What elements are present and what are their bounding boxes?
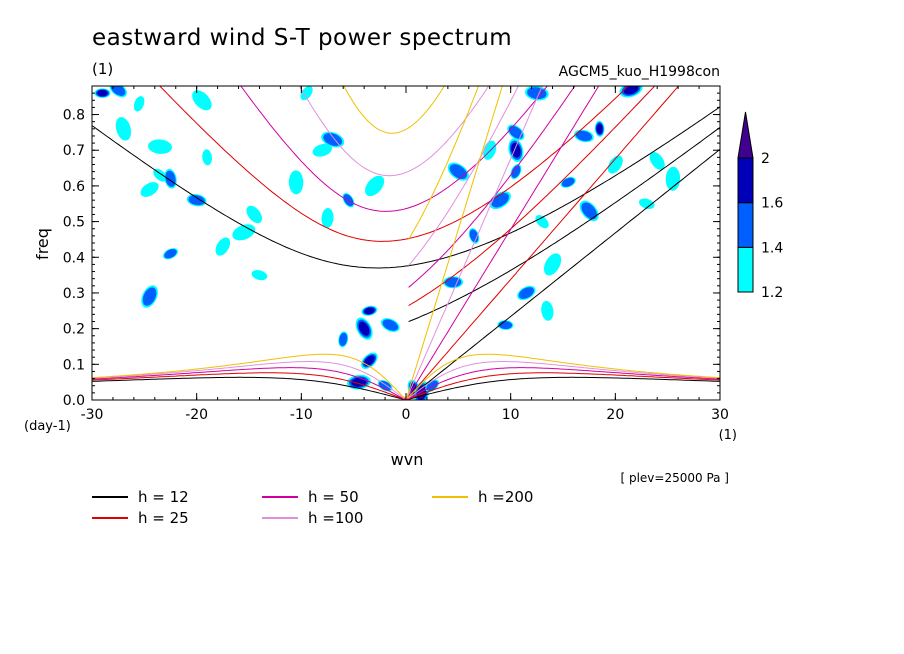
contour-blob [115,117,132,141]
x-tick-label: 0 [402,407,411,423]
contour-blob [192,90,212,111]
contour-blob [232,224,256,241]
y-tick-label: 0.3 [63,286,85,302]
x-tick-label: 20 [606,407,624,423]
contour-blob [543,253,562,276]
colorbar-label: 1.2 [761,285,783,301]
contour-blob [377,379,393,392]
legend-label: h = 50 [308,488,359,506]
contour-blob [649,152,665,170]
contour-blob [574,129,594,143]
legend-item: h = 50 [262,488,359,506]
colorbar-segment [737,246,754,293]
contour-blob [365,175,385,197]
contour-blob [607,155,623,174]
contour-blob [300,86,313,101]
y-tick-label: 0.5 [63,215,85,231]
legend-label: h = 25 [138,509,189,527]
contour-blob [665,166,681,191]
level-annotation: [ plev=25000 Pa ] [620,471,729,485]
y-tick-label: 0.2 [63,322,85,338]
legend-item: h =100 [262,509,363,527]
contour-blob [148,139,173,154]
y-tick-label: 0.8 [63,108,85,124]
contour-blob [186,194,207,207]
contour-blob [594,120,605,137]
colorbar-segment [737,157,754,204]
contour-blob [535,214,549,229]
legend-label: h =200 [478,488,533,506]
contour-blob [288,170,304,195]
x-axis-label: wvn [391,450,424,469]
chart-title: eastward wind S-T power spectrum [92,25,512,51]
y-axis-label: freq [33,228,52,260]
colorbar: 1.2 1.4 1.6 2 [737,111,783,301]
colorbar-extend-arrow [737,111,754,159]
y-tick-label: 0.6 [63,179,85,195]
contour-blob [321,208,334,229]
contour-blob [355,317,373,340]
contour-blob [517,285,536,301]
legend-label: h =100 [308,509,363,527]
contour-blob [312,143,332,157]
plot-area [92,86,720,400]
contour-blob [560,176,576,188]
contour-blob [541,300,554,321]
colorbar-label: 2 [761,151,770,167]
x-tick-label: -10 [290,407,313,423]
contour-blob [163,248,178,260]
contour-blob [510,164,522,180]
y-axis-unit: (day-1) [24,419,71,434]
legend: h = 12 h = 25 h = 50 h =100 h =200 [92,488,533,527]
y-tick-label: 0.7 [63,143,85,159]
contour-blob [153,168,167,182]
contour-blob [202,149,212,166]
contour-blob [141,285,158,308]
legend-item: h = 12 [92,488,189,506]
y-tick-label: 0.0 [63,393,85,409]
contour-blob [342,192,355,208]
contour-blob [133,96,145,112]
contour-blob [361,305,378,316]
x-tick-label: -20 [185,407,208,423]
chart-subtitle-left: (1) [92,60,113,78]
legend-label: h = 12 [138,488,189,506]
x-tick-label: -30 [81,407,104,423]
x-tick-label: 10 [502,407,520,423]
legend-item: h =200 [432,488,533,506]
chart-subtitle-right: AGCM5_kuo_H1998con [559,64,720,80]
x-axis-unit: (1) [719,428,737,443]
x-tick-label: 30 [711,407,729,423]
colorbar-label: 1.6 [761,196,783,212]
contour-blob [215,237,231,256]
contour-blob [251,270,268,281]
contour-blob [246,205,262,224]
contour-blob [497,320,514,330]
legend-item: h = 25 [92,509,189,527]
y-tick-label: 0.4 [63,250,85,266]
y-tick-label: 0.1 [63,357,85,373]
contour-blob [638,198,655,209]
contour-blob [140,182,159,197]
contour-blob [483,140,497,160]
contour-blob [338,331,349,348]
contour-blob [524,86,549,101]
colorbar-segment [737,202,754,248]
contour-blob [94,88,111,98]
axes: -30 -20 -10 0 10 20 30 0.0 0.1 0.2 0.3 0.4 0.5 0.6 0.7… [63,86,729,423]
contour-blob [380,318,400,332]
contour-blob [579,200,599,222]
colorbar-label: 1.4 [761,240,783,256]
